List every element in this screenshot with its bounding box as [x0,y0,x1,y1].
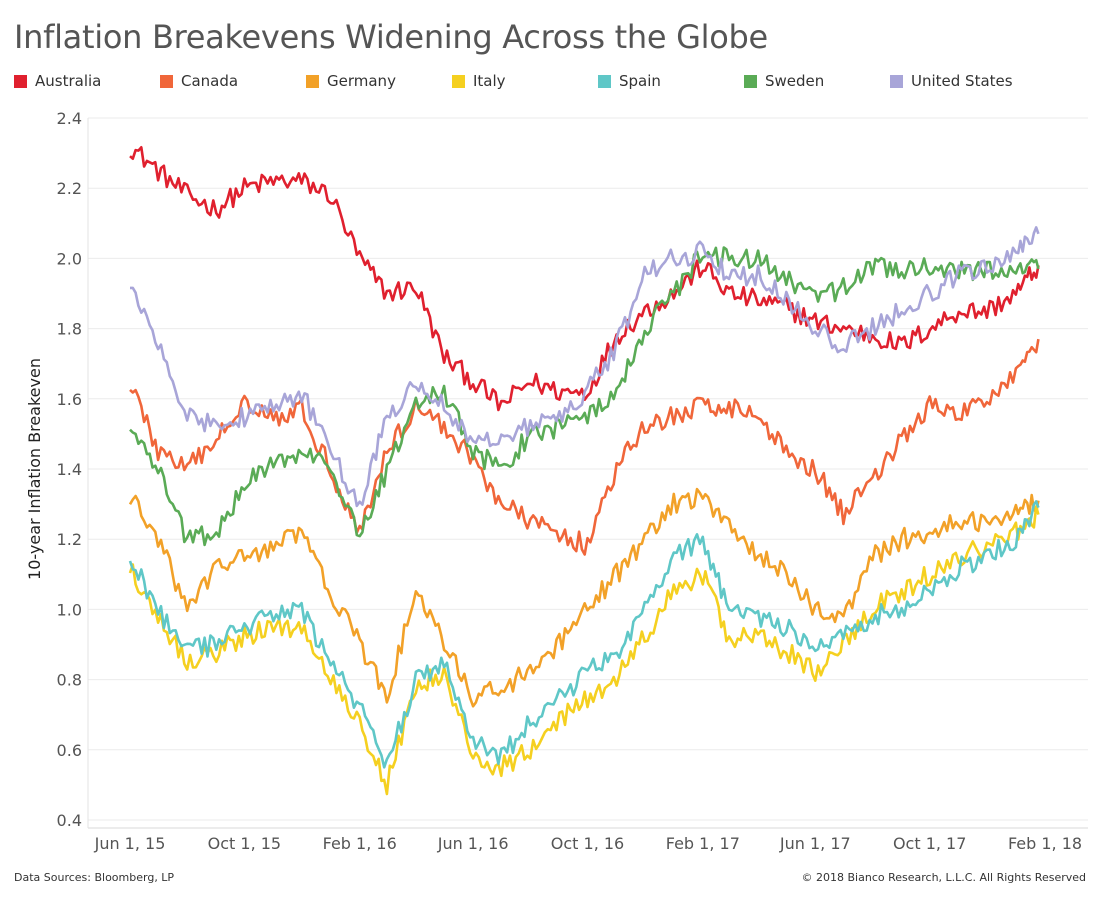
legend-swatch-australia [14,74,27,88]
legend-swatch-canada [160,74,173,88]
legend-label-canada: Canada [181,72,239,90]
y-tick-label: 0.4 [57,811,82,830]
legend-label-germany: Germany [327,72,396,90]
legend-label-australia: Australia [35,72,102,90]
legend-swatch-spain [598,74,611,88]
legend-item-australia[interactable]: Australia [14,72,101,90]
series-lines [128,146,1040,796]
series-line-italy[interactable] [128,505,1040,796]
x-tick-label: Feb 1, 18 [1008,834,1082,853]
y-tick-label: 2.4 [57,109,82,128]
y-tick-label: 1.6 [57,390,82,409]
legend-label-sweden: Sweden [765,72,825,90]
series-line-sweden[interactable] [129,246,1040,547]
y-tick-label: 2.0 [57,249,82,268]
line-chart: 0.4 0.6 0.8 1.0 1.2 1.4 1.6 1.8 2.0 2.2 2.4 Jun 1, … [25,109,1088,853]
legend-swatch-italy [452,74,465,88]
legend-label-italy: Italy [473,72,506,90]
x-tick-label: Jun 1, 16 [437,834,509,853]
legend-swatch-sweden [744,74,757,88]
y-tick-label: 0.6 [57,741,82,760]
y-tick-label: 1.0 [57,600,82,619]
series-line-canada[interactable] [129,338,1040,556]
series-line-spain[interactable] [128,500,1040,769]
data-source-note: Data Sources: Bloomberg, LP [14,871,175,884]
y-tick-label: 1.2 [57,530,82,549]
x-tick-label: Jun 1, 15 [94,834,166,853]
axes: 0.4 0.6 0.8 1.0 1.2 1.4 1.6 1.8 2.0 2.2 2.4 Jun 1, … [57,109,1088,853]
chart-title: Inflation Breakevens Widening Across the… [14,18,768,56]
legend-label-united-states: United States [911,72,1013,90]
series-line-united-states[interactable] [130,226,1040,508]
legend-item-united-states[interactable]: United States [890,72,1013,90]
legend-swatch-germany [306,74,319,88]
y-axis-label: 10-year Inflation Breakeven [25,358,44,580]
legend-label-spain: Spain [619,72,661,90]
x-tick-label: Oct 1, 15 [208,834,281,853]
y-tick-label: 1.8 [57,320,82,339]
y-tick-label: 2.2 [57,179,82,198]
legend: Australia Canada Germany Italy Spain Swe… [14,72,1094,94]
y-tick-label: 0.8 [57,671,82,690]
legend-item-sweden[interactable]: Sweden [744,72,824,90]
series-line-australia[interactable] [129,146,1040,412]
x-tick-label: Jun 1, 17 [779,834,851,853]
y-tick-label: 1.4 [57,460,82,479]
x-tick-label: Oct 1, 16 [551,834,624,853]
x-tick-label: Oct 1, 17 [893,834,966,853]
legend-item-italy[interactable]: Italy [452,72,506,90]
legend-swatch-united-states [890,74,903,88]
x-tick-label: Feb 1, 16 [323,834,397,853]
gridlines [88,117,1088,821]
series-line-germany[interactable] [128,487,1040,708]
x-tick-label: Feb 1, 17 [666,834,740,853]
legend-item-canada[interactable]: Canada [160,72,238,90]
legend-item-germany[interactable]: Germany [306,72,396,90]
legend-item-spain[interactable]: Spain [598,72,661,90]
copyright-note: © 2018 Bianco Research, L.L.C. All Right… [801,871,1086,884]
y-axis-label-group: 10-year Inflation Breakeven [25,358,44,580]
